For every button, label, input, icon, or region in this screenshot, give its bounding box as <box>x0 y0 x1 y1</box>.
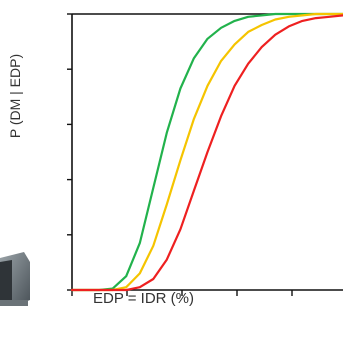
y-axis-label: P (DM | EDP) <box>7 54 23 138</box>
series-line-1 <box>70 12 343 292</box>
x-axis-label: EDP = IDR (%) <box>93 290 194 307</box>
decorative-equipment-image <box>0 252 30 306</box>
plot-area <box>67 12 343 296</box>
series-line-3 <box>70 14 343 292</box>
series-line-2 <box>70 12 343 292</box>
